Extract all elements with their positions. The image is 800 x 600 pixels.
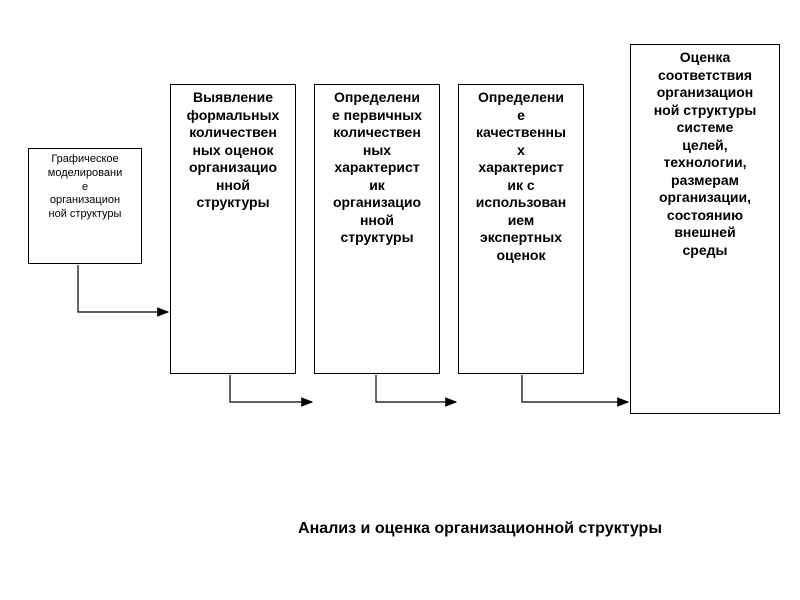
box-text-line: качественны: [461, 124, 581, 142]
box-text-line: организацио: [173, 159, 293, 177]
box-text-line: организацио: [317, 194, 437, 212]
box-text-line: организацион: [31, 194, 139, 208]
box-text-line: ной структуры: [31, 208, 139, 222]
box-text-line: е первичных: [317, 107, 437, 125]
box-text-line: Выявление: [173, 89, 293, 107]
box-text-line: количествен: [173, 124, 293, 142]
box-text-line: ной структуры: [633, 102, 777, 120]
box-text-line: ик: [317, 177, 437, 195]
box-text-line: х: [461, 142, 581, 160]
box-text-line: системе: [633, 119, 777, 137]
box-text-line: организации,: [633, 189, 777, 207]
box-text-line: технологии,: [633, 154, 777, 172]
arrow-3: [376, 375, 456, 402]
box-text-line: нной: [173, 177, 293, 195]
flowchart-box-5: Оценкасоответствияорганизационной структ…: [630, 44, 780, 414]
flowchart-box-3: Определение первичныхколичественныххарак…: [314, 84, 440, 374]
flowchart-box-1: Графическоемоделированиеорганизационной …: [28, 148, 142, 264]
box-text-line: е: [31, 181, 139, 195]
flowchart-box-4: Определениекачественныххарактеристик сис…: [458, 84, 584, 374]
box-text-line: формальных: [173, 107, 293, 125]
box-text-line: структуры: [173, 194, 293, 212]
arrow-1: [78, 265, 168, 312]
box-text-line: оценок: [461, 247, 581, 265]
flowchart-box-2: Выявлениеформальныхколичественных оценок…: [170, 84, 296, 374]
flowchart-container: Графическоемоделированиеорганизационной …: [0, 0, 800, 600]
box-text-line: структуры: [317, 229, 437, 247]
box-text-line: Определени: [461, 89, 581, 107]
box-text-line: ик с: [461, 177, 581, 195]
box-text-line: ных: [317, 142, 437, 160]
box-text-line: характерист: [317, 159, 437, 177]
box-text-line: ных оценок: [173, 142, 293, 160]
box-text-line: количествен: [317, 124, 437, 142]
box-text-line: Оценка: [633, 49, 777, 67]
box-text-line: нной: [317, 212, 437, 230]
box-text-line: Определени: [317, 89, 437, 107]
box-text-line: моделировани: [31, 167, 139, 181]
box-text-line: экспертных: [461, 229, 581, 247]
arrow-4: [522, 375, 628, 402]
box-text-line: среды: [633, 242, 777, 260]
box-text-line: организацион: [633, 84, 777, 102]
box-text-line: ием: [461, 212, 581, 230]
box-text-line: целей,: [633, 137, 777, 155]
box-text-line: использован: [461, 194, 581, 212]
diagram-caption: Анализ и оценка организационной структур…: [170, 520, 790, 538]
box-text-line: размерам: [633, 172, 777, 190]
box-text-line: внешней: [633, 224, 777, 242]
box-text-line: состоянию: [633, 207, 777, 225]
box-text-line: е: [461, 107, 581, 125]
box-text-line: характерист: [461, 159, 581, 177]
box-text-line: соответствия: [633, 67, 777, 85]
arrow-2: [230, 375, 312, 402]
box-text-line: Графическое: [31, 153, 139, 167]
